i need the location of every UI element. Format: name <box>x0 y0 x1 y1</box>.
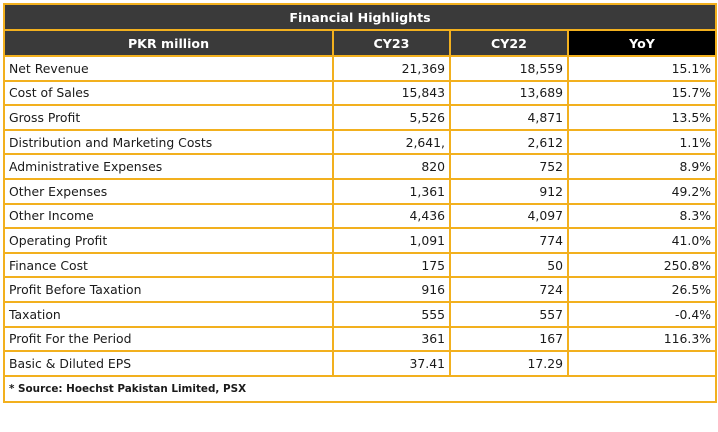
cy23-value: 361 <box>332 325 451 353</box>
yoy-value: -0.4% <box>567 300 717 328</box>
table-row: Operating Profit 1,091 774 41.0% <box>3 227 717 254</box>
cy23-value: 175 <box>332 251 451 279</box>
row-label: Profit For the Period <box>3 325 334 353</box>
row-label: Finance Cost <box>3 251 334 279</box>
table-row: Other Income 4,436 4,097 8.3% <box>3 202 717 230</box>
table-row: Taxation 555 557 -0.4% <box>3 300 717 328</box>
row-label: Other Expenses <box>3 177 334 205</box>
yoy-value <box>567 350 717 377</box>
source-row: * Source: Hoechst Pakistan Limited, PSX <box>3 374 717 403</box>
cy23-value: 555 <box>332 300 451 328</box>
table-row: Other Expenses 1,361 912 49.2% <box>3 177 717 205</box>
table-body: Net Revenue 21,369 18,559 15.1% Cost of Sale… <box>3 55 717 377</box>
cy23-value: 15,843 <box>332 79 451 107</box>
cy22-value: 557 <box>449 300 569 328</box>
financial-highlights-table: Financial Highlights PKR million CY23 CY… <box>3 3 717 403</box>
cy22-value: 4,097 <box>449 202 569 230</box>
row-label: Basic & Diluted EPS <box>3 350 334 377</box>
cy22-value: 167 <box>449 325 569 353</box>
header-pkr-million: PKR million <box>3 29 334 57</box>
yoy-value: 116.3% <box>567 325 717 353</box>
row-label: Gross Profit <box>3 104 334 131</box>
cy23-value: 820 <box>332 153 451 180</box>
cy22-value: 18,559 <box>449 55 569 82</box>
cy23-value: 1,091 <box>332 227 451 254</box>
cy22-value: 752 <box>449 153 569 180</box>
row-label: Profit Before Taxation <box>3 276 334 303</box>
table-row: Profit Before Taxation 916 724 26.5% <box>3 276 717 303</box>
row-label: Taxation <box>3 300 334 328</box>
yoy-value: 8.9% <box>567 153 717 180</box>
yoy-value: 250.8% <box>567 251 717 279</box>
table-row: Net Revenue 21,369 18,559 15.1% <box>3 55 717 82</box>
table-row: Profit For the Period 361 167 116.3% <box>3 325 717 353</box>
table-row: Basic & Diluted EPS 37.41 17.29 <box>3 350 717 377</box>
header-cy22: CY22 <box>449 29 569 57</box>
table-row: Cost of Sales 15,843 13,689 15.7% <box>3 79 717 107</box>
cy23-value: 1,361 <box>332 177 451 205</box>
cy22-value: 13,689 <box>449 79 569 107</box>
cy22-value: 774 <box>449 227 569 254</box>
table-row: Gross Profit 5,526 4,871 13.5% <box>3 104 717 131</box>
table-row: Administrative Expenses 820 752 8.9% <box>3 153 717 180</box>
row-label: Distribution and Marketing Costs <box>3 128 334 156</box>
table-row: Distribution and Marketing Costs 2,641, 2,… <box>3 128 717 156</box>
cy23-value: 2,641, <box>332 128 451 156</box>
cy22-value: 50 <box>449 251 569 279</box>
row-label: Net Revenue <box>3 55 334 82</box>
yoy-value: 1.1% <box>567 128 717 156</box>
row-label: Other Income <box>3 202 334 230</box>
row-label: Cost of Sales <box>3 79 334 107</box>
cy23-value: 4,436 <box>332 202 451 230</box>
source-note: * Source: Hoechst Pakistan Limited, PSX <box>3 374 717 403</box>
cy23-value: 5,526 <box>332 104 451 131</box>
header-cy23: CY23 <box>332 29 451 57</box>
cy22-value: 912 <box>449 177 569 205</box>
cy22-value: 724 <box>449 276 569 303</box>
cy23-value: 21,369 <box>332 55 451 82</box>
cy22-value: 4,871 <box>449 104 569 131</box>
yoy-value: 8.3% <box>567 202 717 230</box>
row-label: Operating Profit <box>3 227 334 254</box>
row-label: Administrative Expenses <box>3 153 334 180</box>
header-yoy: YoY <box>567 29 717 57</box>
yoy-value: 41.0% <box>567 227 717 254</box>
yoy-value: 15.1% <box>567 55 717 82</box>
column-header-row: PKR million CY23 CY22 YoY <box>3 29 717 57</box>
financial-highlights-table-container: Financial Highlights PKR million CY23 CY… <box>3 3 717 403</box>
cy23-value: 37.41 <box>332 350 451 377</box>
yoy-value: 49.2% <box>567 177 717 205</box>
table-title: Financial Highlights <box>3 3 717 31</box>
table-row: Finance Cost 175 50 250.8% <box>3 251 717 279</box>
yoy-value: 26.5% <box>567 276 717 303</box>
table-title-row: Financial Highlights <box>3 3 717 31</box>
cy22-value: 17.29 <box>449 350 569 377</box>
yoy-value: 15.7% <box>567 79 717 107</box>
cy22-value: 2,612 <box>449 128 569 156</box>
cy23-value: 916 <box>332 276 451 303</box>
yoy-value: 13.5% <box>567 104 717 131</box>
